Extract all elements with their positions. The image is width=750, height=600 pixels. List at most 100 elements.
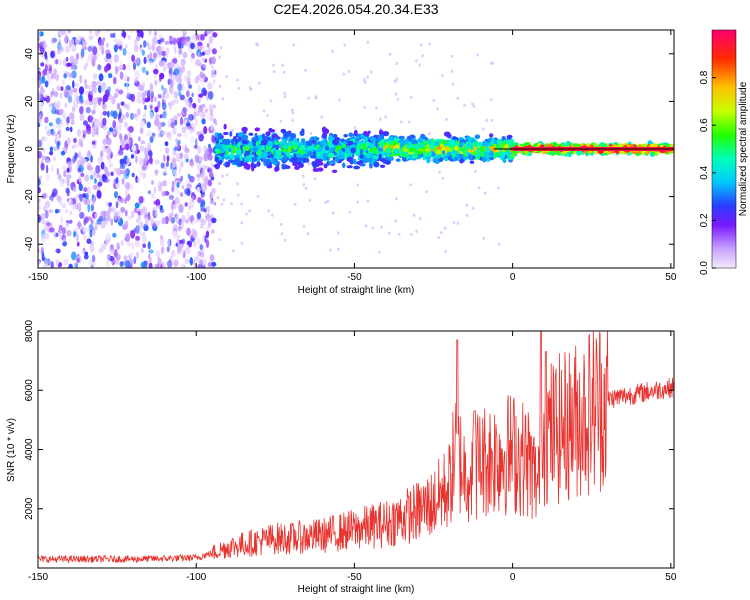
heatmap-cell <box>44 259 48 268</box>
heatmap-cell <box>64 45 71 53</box>
heatmap-cell <box>171 74 177 82</box>
heatmap-cell <box>102 117 107 127</box>
heatmap-cell <box>40 62 45 67</box>
heatmap-cell <box>158 60 164 67</box>
heatmap-cell <box>366 40 370 45</box>
heatmap-cell <box>64 102 68 108</box>
heatmap-cell <box>506 134 513 139</box>
heatmap-cell <box>265 131 271 137</box>
heatmap-cell <box>141 49 145 56</box>
heatmap-cell <box>320 139 328 145</box>
heatmap-cell <box>210 71 215 79</box>
heatmap-cell <box>181 126 186 134</box>
heatmap-cell <box>184 147 190 153</box>
heatmap-cell <box>373 161 380 168</box>
heatmap-cell <box>209 254 215 261</box>
heatmap-cell <box>57 49 61 55</box>
heatmap-cell <box>145 70 149 76</box>
heatmap-cell <box>79 74 83 84</box>
heatmap-cell <box>130 154 135 159</box>
heatmap-cell <box>213 164 220 168</box>
heatmap-cell <box>223 123 227 130</box>
heatmap-cell <box>143 112 147 121</box>
x-tick-label: -100 <box>186 272 206 283</box>
heatmap-cell <box>77 220 81 229</box>
heatmap-cell <box>336 231 340 235</box>
heatmap-cell <box>56 85 61 91</box>
heatmap-cell <box>92 46 98 56</box>
heatmap-cell <box>113 211 118 221</box>
heatmap-cell <box>215 137 220 142</box>
heatmap-cell <box>48 209 53 214</box>
heatmap-cell <box>118 150 124 156</box>
heatmap-cell <box>420 144 424 149</box>
heatmap-cell <box>130 93 135 103</box>
heatmap-cell <box>82 41 88 47</box>
snr-series-line <box>38 331 674 564</box>
heatmap-cell <box>334 157 338 162</box>
heatmap-cell <box>210 261 217 267</box>
heatmap-cell <box>211 134 216 143</box>
heatmap-cell <box>363 105 367 110</box>
heatmap-cell <box>363 80 367 84</box>
heatmap-cell <box>210 124 214 131</box>
heatmap-cell <box>97 97 102 106</box>
heatmap-cell <box>200 57 206 62</box>
heatmap-cell <box>157 122 162 130</box>
heatmap-cell <box>125 111 129 118</box>
heatmap-cell <box>465 203 469 207</box>
heatmap-cell <box>56 141 60 150</box>
heatmap-cell <box>291 156 298 163</box>
heatmap-cell <box>154 209 158 217</box>
heatmap-cell <box>159 208 165 213</box>
heatmap-cell <box>174 188 180 195</box>
heatmap-cell <box>56 124 62 129</box>
heatmap-cell <box>445 142 451 147</box>
heatmap-cell <box>63 89 68 98</box>
heatmap-cell <box>144 217 149 225</box>
heatmap-cell <box>363 130 368 136</box>
heatmap-cell <box>72 80 75 89</box>
heatmap-cell <box>456 221 460 225</box>
heatmap-cell <box>50 91 53 98</box>
heatmap-cell <box>78 86 85 95</box>
heatmap-cell <box>402 156 407 162</box>
heatmap-cell <box>316 151 321 158</box>
heatmap-cell <box>60 86 64 91</box>
heatmap-cell <box>395 197 398 201</box>
heatmap-cell <box>238 162 246 167</box>
heatmap-cell <box>208 143 211 149</box>
heatmap-cell <box>328 143 334 149</box>
heatmap-cell <box>256 194 260 198</box>
heatmap-cell <box>176 112 181 118</box>
heatmap-cell <box>375 106 378 110</box>
heatmap-cell <box>215 122 218 126</box>
heatmap-cell <box>49 227 55 233</box>
heatmap-cell <box>139 169 145 177</box>
heatmap-cell <box>173 68 180 76</box>
heatmap-cell <box>477 186 481 190</box>
heatmap-cell <box>240 202 244 206</box>
heatmap-cell <box>337 153 345 160</box>
heatmap-cell <box>48 122 53 127</box>
heatmap-cell <box>214 148 220 153</box>
heatmap-cell <box>470 139 476 143</box>
heatmap-cell <box>73 227 79 233</box>
heatmap-cell <box>265 145 269 151</box>
heatmap-cell <box>219 45 223 50</box>
heatmap-cell <box>113 44 118 53</box>
x-tick-label: -50 <box>347 272 362 283</box>
heatmap-cell <box>302 183 306 187</box>
heatmap-cell <box>232 249 235 253</box>
heatmap-cell <box>71 46 77 52</box>
heatmap-cell <box>266 164 273 169</box>
y-tick-label: 8000 <box>24 319 35 342</box>
heatmap-cell <box>66 71 71 77</box>
heatmap-cell <box>116 167 122 176</box>
heatmap-cell <box>130 30 133 33</box>
heatmap-cell <box>55 59 59 65</box>
heatmap-cell <box>139 145 145 152</box>
heatmap-cell <box>396 97 400 101</box>
heatmap-cell <box>190 237 195 243</box>
